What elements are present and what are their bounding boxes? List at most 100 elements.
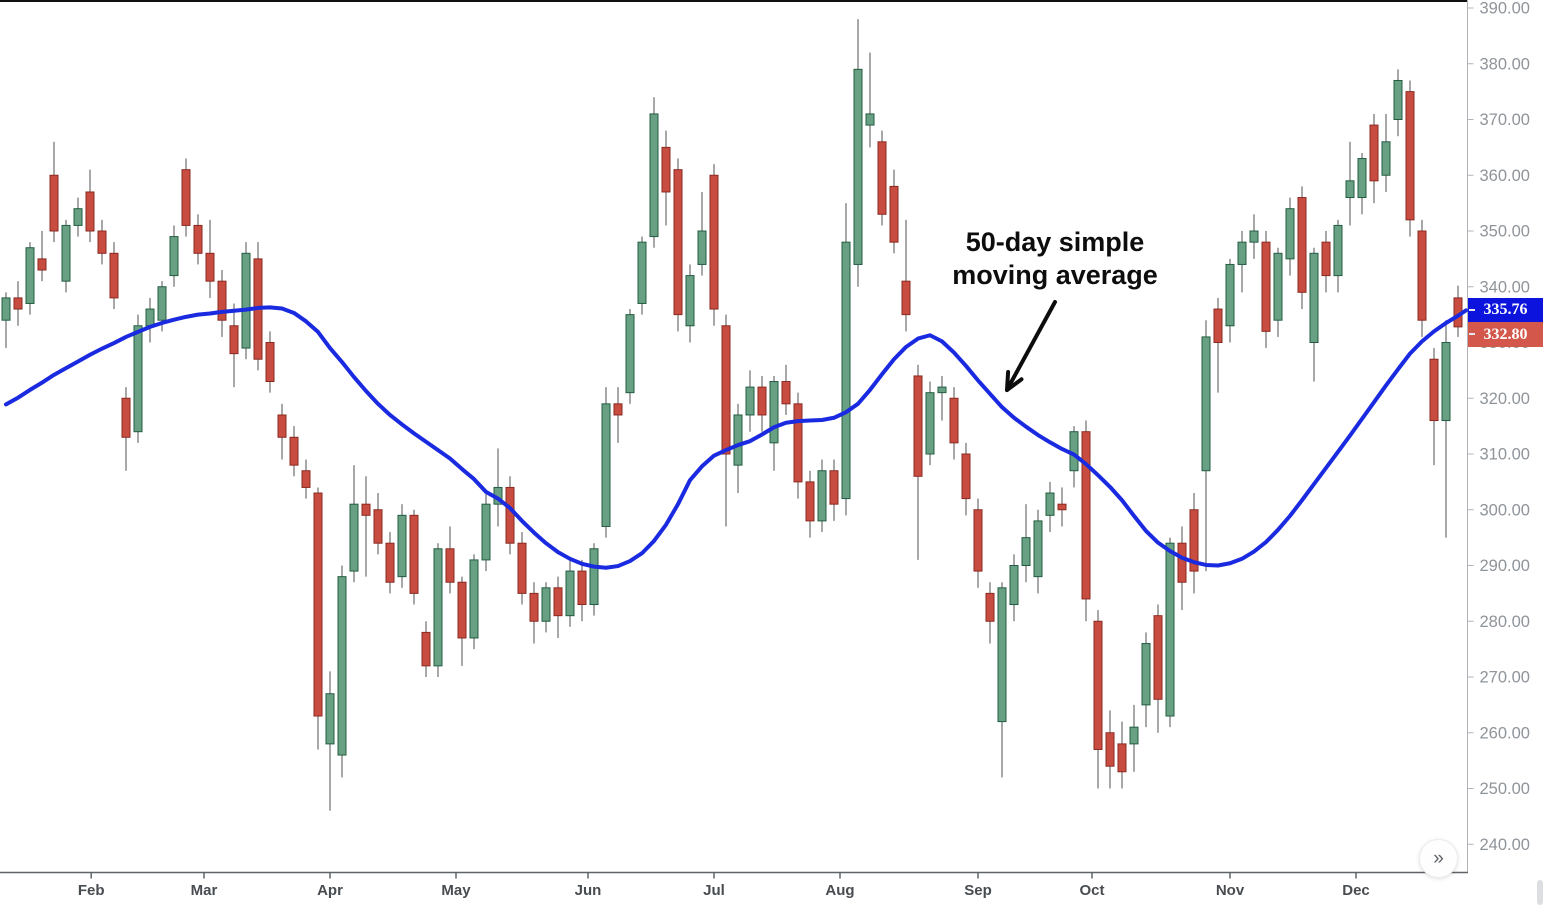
candle-up bbox=[589, 548, 599, 606]
candle-up bbox=[853, 68, 863, 265]
candle-up bbox=[325, 693, 335, 745]
sma-price-value: 335.76 bbox=[1483, 301, 1528, 319]
candle-down bbox=[385, 542, 395, 583]
candle-up bbox=[241, 252, 251, 349]
candle-up bbox=[865, 113, 875, 126]
candle-down bbox=[49, 174, 59, 232]
candle-down bbox=[277, 414, 287, 438]
candle-up bbox=[349, 503, 359, 572]
y-axis-label: 390.00 bbox=[1480, 0, 1530, 18]
candle-down bbox=[181, 169, 191, 226]
candle-up bbox=[469, 559, 479, 639]
candle-up bbox=[1345, 180, 1355, 199]
candle-up bbox=[601, 403, 611, 527]
candle-down bbox=[229, 325, 239, 355]
candle-up bbox=[25, 247, 35, 304]
y-axis-label: 240.00 bbox=[1480, 836, 1530, 854]
candle-up bbox=[1393, 79, 1403, 120]
candle-down bbox=[673, 169, 683, 316]
tag-tick bbox=[1469, 309, 1475, 312]
candle-down bbox=[973, 509, 983, 572]
candle-down bbox=[517, 542, 527, 594]
candle-up bbox=[145, 308, 155, 327]
candle-down bbox=[1429, 358, 1439, 422]
candle-up bbox=[1333, 224, 1343, 277]
candle-up bbox=[1309, 252, 1319, 343]
candle-up bbox=[937, 386, 947, 394]
candle-up bbox=[1009, 565, 1019, 606]
y-axis-label: 270.00 bbox=[1480, 669, 1530, 687]
candle-up bbox=[769, 381, 779, 444]
candle-down bbox=[1213, 308, 1223, 343]
candle-up bbox=[541, 587, 551, 622]
candle-down bbox=[373, 509, 383, 544]
candle-down bbox=[289, 436, 299, 466]
candle-down bbox=[709, 174, 719, 310]
candle-up bbox=[169, 236, 179, 277]
annotation-arrow-shaft bbox=[1006, 300, 1057, 390]
x-axis-label: Oct bbox=[1079, 882, 1104, 899]
candle-down bbox=[1405, 91, 1415, 221]
tag-tick bbox=[1469, 333, 1475, 336]
candle-down bbox=[85, 191, 95, 232]
candle-down bbox=[949, 397, 959, 444]
candle-down bbox=[1153, 615, 1163, 700]
candle-down bbox=[1081, 431, 1091, 600]
candle-up bbox=[841, 241, 851, 500]
sma-annotation: 50-day simple moving average bbox=[905, 226, 1205, 292]
y-axis-label: 260.00 bbox=[1480, 724, 1530, 742]
candle-up bbox=[433, 548, 443, 667]
candle-down bbox=[985, 592, 995, 622]
sma-annotation-line2: moving average bbox=[952, 260, 1158, 290]
y-axis-label: 280.00 bbox=[1480, 613, 1530, 631]
page-scrollbar-thumb[interactable] bbox=[1537, 880, 1543, 905]
candle-down bbox=[721, 325, 731, 455]
candle-down bbox=[757, 386, 767, 416]
candle-down bbox=[1177, 542, 1187, 583]
candle-up bbox=[157, 286, 167, 321]
candle-down bbox=[301, 470, 311, 488]
y-axis-label: 290.00 bbox=[1480, 557, 1530, 575]
candle-down bbox=[109, 252, 119, 299]
candle-up bbox=[1201, 336, 1211, 472]
candle-down bbox=[97, 230, 107, 254]
y-axis-label: 250.00 bbox=[1480, 780, 1530, 798]
candle-down bbox=[553, 587, 563, 617]
sma-price-tag: 335.76 bbox=[1468, 298, 1543, 323]
candle-up bbox=[565, 570, 575, 617]
candle-up bbox=[1129, 726, 1139, 745]
candle-up bbox=[649, 113, 659, 238]
candle-down bbox=[505, 486, 515, 544]
candle-up bbox=[697, 230, 707, 265]
candle-down bbox=[613, 403, 623, 416]
candle-up bbox=[1357, 158, 1367, 199]
y-axis-label: 310.00 bbox=[1480, 446, 1530, 464]
candle-down bbox=[1369, 124, 1379, 182]
x-axis-label: Nov bbox=[1216, 882, 1245, 899]
candle-down bbox=[877, 141, 887, 215]
candle-up bbox=[1033, 520, 1043, 578]
x-axis-label: Dec bbox=[1342, 882, 1370, 899]
candle-up bbox=[1441, 342, 1451, 422]
candle-down bbox=[217, 280, 227, 321]
chevron-double-right-icon: » bbox=[1433, 847, 1444, 869]
candle-up bbox=[1, 297, 11, 321]
last-price-value: 332.80 bbox=[1483, 325, 1528, 343]
candle-down bbox=[961, 453, 971, 500]
candle-down bbox=[1297, 197, 1307, 293]
candle-up bbox=[1273, 252, 1283, 321]
scroll-right-button[interactable]: » bbox=[1419, 839, 1458, 878]
candle-up bbox=[397, 514, 407, 578]
y-axis-label: 300.00 bbox=[1480, 501, 1530, 519]
candle-down bbox=[1189, 509, 1199, 572]
candle-down bbox=[793, 403, 803, 483]
candle-down bbox=[265, 342, 275, 383]
candle-down bbox=[1321, 241, 1331, 277]
candle-down bbox=[529, 592, 539, 622]
candle-up bbox=[1285, 208, 1295, 260]
candle-up bbox=[61, 224, 71, 282]
annotation-arrowhead bbox=[1005, 377, 1024, 392]
candle-down bbox=[445, 548, 455, 583]
candle-up bbox=[133, 325, 143, 433]
